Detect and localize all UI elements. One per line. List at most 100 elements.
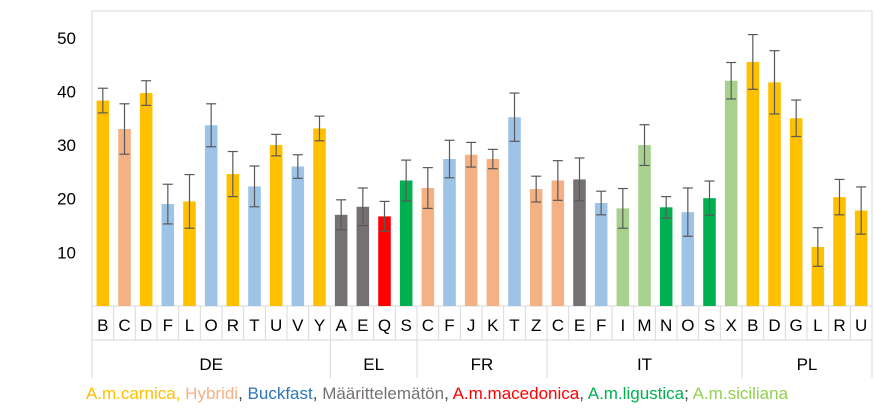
- error-bar: [617, 187, 628, 229]
- error-bar: [249, 165, 260, 208]
- error-bar: [596, 190, 607, 216]
- x-category-label: B: [747, 316, 758, 335]
- x-category-label: J: [467, 316, 476, 335]
- bar-fr-k: [486, 159, 500, 306]
- error-bar: [184, 173, 195, 229]
- bar-it-e: [573, 179, 586, 306]
- legend-siciliana: A.m.siciliana: [692, 384, 789, 403]
- x-category-label: E: [357, 316, 368, 335]
- bar-de-c: [118, 129, 131, 306]
- bar-de-o: [204, 125, 218, 306]
- bar-it-x: [724, 80, 738, 307]
- legend-unknown: Määrittelemätön: [322, 384, 445, 403]
- x-category-label: X: [725, 316, 736, 335]
- bar-it-o: [681, 212, 695, 306]
- error-bar: [444, 139, 455, 179]
- bar-fr-z: [529, 189, 543, 306]
- error-bar: [119, 103, 130, 155]
- x-category-label: F: [163, 316, 173, 335]
- error-bar: [401, 159, 412, 202]
- bar-de-r: [226, 174, 240, 306]
- bar-pl-l: [811, 247, 825, 306]
- x-category-label: Z: [531, 316, 541, 335]
- error-bar: [552, 160, 563, 201]
- x-category-label: F: [444, 316, 454, 335]
- y-tick-label: 40: [57, 82, 76, 101]
- x-group-label-pl: PL: [797, 355, 818, 374]
- error-bar: [769, 50, 780, 115]
- x-group-label-it: IT: [637, 355, 652, 374]
- bar-it-f: [594, 203, 608, 306]
- error-bar: [336, 199, 347, 231]
- error-bar: [97, 87, 108, 114]
- error-bar: [574, 157, 585, 202]
- y-tick-label: 30: [57, 136, 76, 155]
- bar-it-i: [616, 208, 630, 306]
- x-category-label: O: [681, 316, 694, 335]
- x-category-label: G: [790, 316, 803, 335]
- x-category-label: L: [185, 316, 194, 335]
- bar-el-e: [356, 206, 370, 306]
- bar-fr-c: [421, 188, 435, 306]
- x-category-label: S: [400, 316, 411, 335]
- bar-it-m: [638, 145, 651, 306]
- bar-el-s: [399, 180, 413, 306]
- error-bar: [422, 167, 433, 209]
- error-bar: [487, 148, 498, 170]
- error-bar: [292, 154, 303, 179]
- error-bar: [227, 150, 238, 198]
- error-bar: [271, 133, 282, 157]
- error-bar: [812, 227, 823, 267]
- x-category-label: R: [833, 316, 845, 335]
- error-bar: [639, 124, 650, 167]
- legend-ligustica: A.m.ligustica: [587, 384, 685, 403]
- error-bar: [834, 178, 845, 216]
- bar-pl-r: [833, 197, 846, 306]
- bar-de-u: [269, 145, 283, 306]
- x-category-label: F: [596, 316, 606, 335]
- x-category-label: Q: [378, 316, 391, 335]
- legend-hybridi: Hybridi: [185, 384, 239, 403]
- error-bar: [856, 186, 867, 235]
- bar-fr-j: [464, 154, 478, 306]
- bar-de-l: [183, 201, 196, 306]
- bar-pl-g: [789, 118, 803, 306]
- bar-it-s: [703, 198, 716, 306]
- x-category-label: R: [227, 316, 239, 335]
- bar-de-b: [96, 100, 110, 306]
- error-bar: [357, 187, 368, 227]
- x-category-label: I: [620, 316, 625, 335]
- bar-it-c: [551, 180, 565, 306]
- legend-macedonica: A.m.macedonica: [452, 384, 580, 403]
- x-category-label: D: [140, 316, 152, 335]
- x-group-label-de: DE: [199, 355, 223, 374]
- error-bar: [682, 187, 693, 237]
- bar-fr-f: [443, 159, 456, 306]
- bar-de-d: [139, 93, 153, 307]
- x-category-label: B: [97, 316, 108, 335]
- bar-el-a: [334, 214, 348, 306]
- y-tick-label: 20: [57, 190, 76, 209]
- x-category-label: U: [270, 316, 282, 335]
- legend-buckfast: Buckfast: [247, 384, 313, 403]
- error-bar: [314, 115, 325, 142]
- error-bar: [661, 195, 672, 219]
- error-bar: [509, 92, 520, 142]
- x-category-label: N: [660, 316, 672, 335]
- x-category-label: C: [422, 316, 434, 335]
- x-category-label: U: [855, 316, 867, 335]
- x-category-label: C: [552, 316, 564, 335]
- x-category-label: T: [249, 316, 259, 335]
- bar-it-n: [659, 207, 673, 306]
- error-bar: [162, 183, 173, 225]
- x-category-label: T: [509, 316, 519, 335]
- error-bar: [466, 141, 477, 168]
- y-tick-label: 50: [57, 29, 76, 48]
- x-category-label: L: [813, 316, 822, 335]
- error-bar: [747, 33, 758, 90]
- x-category-label: E: [574, 316, 585, 335]
- x-group-label-fr: FR: [471, 355, 494, 374]
- x-category-label: K: [487, 316, 499, 335]
- x-category-label: S: [704, 316, 715, 335]
